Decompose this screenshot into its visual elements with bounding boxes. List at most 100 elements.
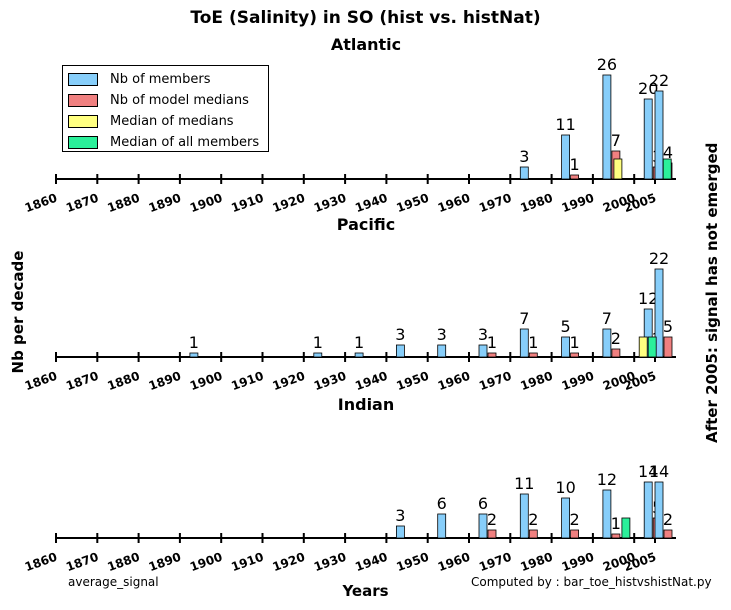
x-tick-label-pacific: 1950 xyxy=(395,369,431,394)
x-tick-label-atlantic: 1870 xyxy=(64,191,100,216)
data-label-members-pacific: 1 xyxy=(189,333,199,352)
y-axis-label: Nb per decade xyxy=(9,250,27,374)
bar-members-atlantic xyxy=(602,74,612,180)
legend-label: Nb of members xyxy=(110,72,211,87)
data-label-model-medians-atlantic: 1 xyxy=(570,155,580,174)
x-tick-label-indian: 1970 xyxy=(477,550,513,575)
data-label-model-medians-indian: 2 xyxy=(487,510,497,529)
bar-members-indian xyxy=(519,493,529,539)
bar-members-pacific xyxy=(395,344,405,358)
x-tick-label-pacific: 1870 xyxy=(64,369,100,394)
legend-swatch-median-of-medians xyxy=(68,115,98,128)
bar-model-medians-indian xyxy=(611,533,621,539)
marker-median-all-members-pacific xyxy=(647,336,657,358)
bar-members-pacific xyxy=(189,352,199,358)
data-label-members-indian: 14 xyxy=(638,462,658,481)
data-label-model-medians-atlantic: 4 xyxy=(663,143,673,162)
data-label-model-medians-atlantic: 7 xyxy=(611,131,621,150)
x-tick-label-pacific: 1960 xyxy=(436,369,472,394)
bar-members-atlantic xyxy=(519,166,529,180)
bar-members-atlantic xyxy=(561,134,570,180)
x-tick-label-atlantic: 1950 xyxy=(395,191,431,216)
legend-label: Nb of model medians xyxy=(110,93,249,108)
bar-members-atlantic xyxy=(643,98,653,180)
data-label-members-indian: 3 xyxy=(395,506,405,525)
x-tick-label-indian: 1960 xyxy=(436,550,472,575)
data-label-members-pacific: 22 xyxy=(649,249,669,268)
marker-median-of-medians-pacific xyxy=(638,336,648,358)
data-label-members-pacific: 1 xyxy=(313,333,323,352)
x-tick-label-atlantic: 1960 xyxy=(436,191,472,216)
panel-title-pacific: Pacific xyxy=(336,215,396,234)
data-label-members-indian: 11 xyxy=(514,474,534,493)
data-label-model-medians-pacific: 1 xyxy=(487,333,497,352)
legend-label: Median of all members xyxy=(110,135,260,150)
data-label-members-indian: 6 xyxy=(437,494,447,513)
bar-members-pacific xyxy=(561,336,570,358)
marker-median-all-members-atlantic xyxy=(662,158,672,180)
bar-model-medians-indian xyxy=(663,529,673,539)
x-tick-label-atlantic: 1980 xyxy=(518,191,554,216)
data-label-model-medians-indian: 2 xyxy=(528,510,538,529)
legend-swatch-median-all-members xyxy=(68,136,98,149)
bar-members-pacific xyxy=(313,352,323,358)
x-tick-label-pacific: 1930 xyxy=(312,369,348,394)
bar-model-medians-indian xyxy=(528,529,538,539)
x-tick-label-indian: 1910 xyxy=(229,550,265,575)
legend-item-median-of-medians: Median of medians xyxy=(68,111,268,132)
x-tick-label-atlantic: 1900 xyxy=(188,191,224,216)
data-label-model-medians-indian: 2 xyxy=(663,510,673,529)
data-label-model-medians-pacific: 1 xyxy=(528,333,538,352)
x-tick-label-pacific: 1920 xyxy=(271,369,307,394)
data-label-members-pacific: 3 xyxy=(478,325,488,344)
x-tick-label-indian: 1890 xyxy=(147,550,183,575)
marker-median-all-members-indian xyxy=(621,517,631,539)
data-label-members-pacific: 12 xyxy=(638,289,658,308)
data-label-members-indian: 10 xyxy=(555,478,575,497)
x-tick-label-atlantic: 1910 xyxy=(229,191,265,216)
x-tick-label-pacific: 1990 xyxy=(560,369,596,394)
legend-label: Median of medians xyxy=(110,114,234,129)
data-label-members-pacific: 1 xyxy=(354,333,364,352)
x-tick-label-atlantic: 1920 xyxy=(271,191,307,216)
data-label-model-medians-pacific: 2 xyxy=(611,329,621,348)
x-tick-label-atlantic: 1990 xyxy=(560,191,596,216)
data-label-members-indian: 6 xyxy=(478,494,488,513)
data-label-members-indian: 14 xyxy=(649,462,669,481)
data-label-members-atlantic: 22 xyxy=(649,71,669,90)
bar-members-indian xyxy=(602,489,612,539)
data-label-members-indian: 12 xyxy=(597,470,617,489)
bar-members-indian xyxy=(437,513,447,539)
panel-title-indian: Indian xyxy=(337,395,395,414)
data-label-model-medians-pacific: 1 xyxy=(570,333,580,352)
figure-title: ToE (Salinity) in SO (hist vs. histNat) xyxy=(190,8,541,28)
x-tick-label-indian: 1870 xyxy=(64,550,100,575)
x-tick-label-indian: 1920 xyxy=(271,550,307,575)
data-label-members-atlantic: 26 xyxy=(597,55,617,74)
bar-members-indian xyxy=(643,481,653,539)
bar-members-pacific xyxy=(478,344,488,358)
bar-members-indian xyxy=(654,481,664,539)
bar-model-medians-pacific xyxy=(611,348,621,358)
bar-members-pacific xyxy=(519,328,529,358)
data-label-members-atlantic: 11 xyxy=(555,115,575,134)
bar-model-medians-atlantic xyxy=(570,174,579,180)
data-label-model-medians-pacific: 5 xyxy=(663,317,673,336)
legend-swatch-members xyxy=(68,73,98,86)
x-tick-label-pacific: 1940 xyxy=(353,369,389,394)
bar-members-pacific xyxy=(354,352,364,358)
x-tick-label-pacific: 1980 xyxy=(518,369,554,394)
bar-members-indian xyxy=(478,513,488,539)
bar-members-pacific xyxy=(602,328,612,358)
data-label-members-pacific: 3 xyxy=(437,325,447,344)
data-label-members-atlantic: 20 xyxy=(638,79,658,98)
bar-members-atlantic xyxy=(654,90,664,180)
x-tick-label-indian: 1950 xyxy=(395,550,431,575)
bar-members-pacific xyxy=(437,344,447,358)
bar-model-medians-pacific xyxy=(570,352,579,358)
bar-members-indian xyxy=(395,525,405,539)
x-tick-label-indian: 1980 xyxy=(518,550,554,575)
right-side-label: After 2005: signal has not emerged xyxy=(703,142,721,443)
data-label-members-pacific: 7 xyxy=(519,309,529,328)
footnote-left: average_signal xyxy=(68,575,159,589)
